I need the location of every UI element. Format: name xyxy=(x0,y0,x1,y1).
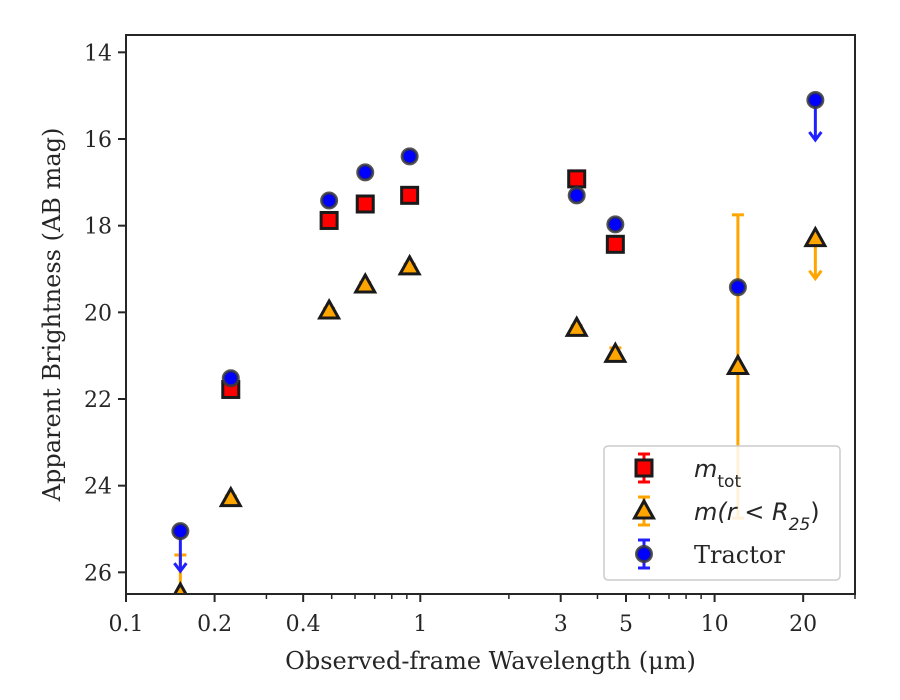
circle-point xyxy=(356,163,375,182)
circle-point xyxy=(320,191,339,210)
y-tick-label: 18 xyxy=(84,215,112,240)
upper-limit-arrowhead xyxy=(808,269,823,282)
square-point xyxy=(319,210,339,230)
legend-marker-square xyxy=(634,458,654,478)
x-tick-label: 0.2 xyxy=(197,612,232,637)
y-tick-label: 24 xyxy=(84,475,112,500)
triangle-point xyxy=(725,353,750,375)
y-tick-label: 22 xyxy=(84,388,112,413)
triangle-point xyxy=(173,580,188,594)
square-point xyxy=(355,194,375,214)
axis-ticks: 0.1 0.2 0.4 1 3 5 10 20 14 16 18 20 22 24 26 xyxy=(84,41,856,637)
circle-point xyxy=(728,278,747,297)
triangle-point xyxy=(353,271,378,294)
triangle-point xyxy=(603,341,628,363)
x-axis-label: Observed-frame Wavelength (μm) xyxy=(285,647,696,675)
plot-area xyxy=(171,91,828,594)
upper-limit-arrowhead xyxy=(173,562,188,574)
square-point xyxy=(605,234,625,254)
triangle-point xyxy=(397,253,422,276)
y-tick-label: 26 xyxy=(84,561,112,586)
circle-point xyxy=(606,215,625,234)
legend-label: mtot xyxy=(694,455,741,492)
triangle-point xyxy=(218,485,243,508)
x-tick-label: 0.4 xyxy=(286,612,321,637)
plot-frame xyxy=(125,34,856,595)
x-tick-label: 1 xyxy=(413,612,427,637)
x-tick-label: 3 xyxy=(554,612,568,637)
legend-marker-circle xyxy=(635,545,653,563)
legend-label: m(r < R25) xyxy=(694,498,820,535)
y-tick-label: 16 xyxy=(84,128,112,153)
square-point xyxy=(567,169,587,189)
data-marks xyxy=(171,91,828,594)
y-axis-label: Apparent Brightness (AB mag) xyxy=(38,128,66,503)
legend-marker-triangle xyxy=(631,497,657,520)
square-point xyxy=(400,185,420,205)
legend-box xyxy=(603,445,841,581)
triangle-point xyxy=(317,297,342,320)
x-tick-label: 0.1 xyxy=(109,612,144,637)
legend-label: Tractor xyxy=(694,541,785,569)
circle-point xyxy=(221,369,240,388)
upper-limit-arrowhead xyxy=(808,131,823,143)
x-tick-label: 20 xyxy=(789,612,817,637)
x-tick-label: 10 xyxy=(701,612,729,637)
y-tick-label: 14 xyxy=(84,41,112,66)
circle-point xyxy=(400,147,419,166)
x-tick-label: 5 xyxy=(619,612,633,637)
circle-point xyxy=(171,522,190,541)
y-tick-label: 20 xyxy=(84,301,112,326)
circle-point xyxy=(567,186,586,205)
legend: mtot m(r < R25) Tractor xyxy=(603,445,841,581)
triangle-point xyxy=(564,315,589,337)
triangle-point xyxy=(803,225,828,248)
circle-point xyxy=(806,91,825,109)
